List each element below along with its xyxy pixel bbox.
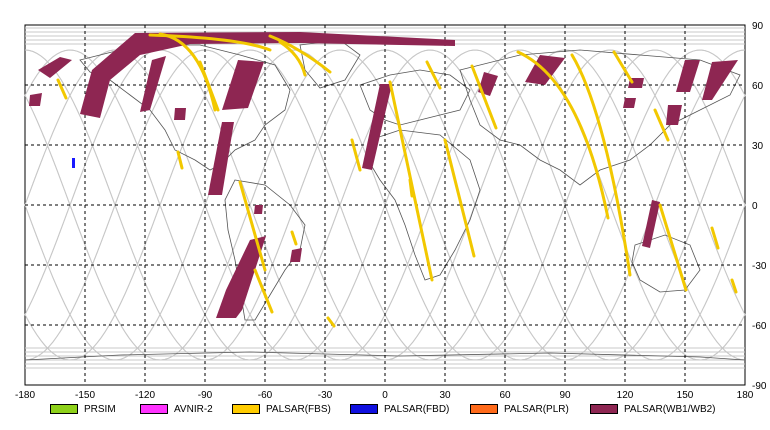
lat-tick-label: 0: [752, 201, 758, 212]
wb-swath: [676, 60, 700, 92]
fbs-track: [253, 268, 274, 314]
fbs-track: [470, 64, 498, 130]
longitude-tick-labels: -180 -150 -120 -90 -60 -30 0 30 60 90 120 150 180: [15, 390, 754, 401]
wb-swath: [290, 248, 302, 262]
asia-outline: [459, 49, 741, 186]
wb-swath: [254, 205, 263, 214]
legend-swatch: [590, 404, 618, 414]
legend-item-palsar-wb: PALSAR(WB1/WB2): [590, 402, 716, 416]
fbd-swath: [72, 158, 75, 168]
fbs-track: [268, 34, 332, 74]
lat-tick-label: -30: [752, 261, 767, 272]
wb-swath: [642, 200, 660, 248]
wb-swath: [362, 84, 392, 170]
legend-swatch: [470, 404, 498, 414]
fbs-track: [425, 60, 442, 90]
fbd-swaths: [72, 158, 75, 168]
wb-swath: [702, 60, 738, 100]
fbs-track: [148, 33, 272, 52]
antarctica-outline: [24, 351, 746, 361]
lon-tick-label: -60: [258, 390, 273, 401]
fbs-track: [290, 230, 298, 246]
wb-swath: [174, 108, 186, 120]
legend-swatch: [140, 404, 168, 414]
legend-label: AVNIR-2: [174, 403, 213, 415]
legend-item-palsar-fbs: PALSAR(FBS): [232, 402, 331, 416]
fbs-track: [710, 226, 720, 250]
legend: PRSIM AVNIR-2 PALSAR(FBS) PALSAR(FBD) PA…: [0, 402, 770, 420]
legend-swatch: [50, 404, 78, 414]
legend-item-palsar-plr: PALSAR(PLR): [470, 402, 569, 416]
wb-swaths: [29, 32, 738, 318]
lat-tick-label: 60: [752, 81, 764, 92]
fbs-track: [570, 53, 632, 277]
legend-label: PALSAR(FBS): [266, 403, 331, 415]
fbs-track: [658, 203, 688, 292]
fbs-track: [443, 138, 476, 258]
fbs-track: [388, 80, 434, 282]
lon-tick-label: -90: [198, 390, 213, 401]
wb-swath: [222, 60, 264, 110]
fbs-track: [612, 50, 634, 84]
lat-tick-label: -60: [752, 321, 767, 332]
wb-swath: [478, 72, 498, 96]
lon-tick-label: 30: [439, 390, 451, 401]
legend-label: PRSIM: [84, 403, 116, 415]
lon-tick-label: 150: [677, 390, 694, 401]
fbs-track: [730, 278, 738, 294]
fbs-tracks: [56, 32, 738, 328]
lat-tick-label: -90: [752, 381, 767, 392]
lon-tick-label: -30: [318, 390, 333, 401]
legend-label: PALSAR(WB1/WB2): [624, 403, 716, 415]
wb-swath: [623, 98, 636, 108]
lon-tick-label: 90: [559, 390, 571, 401]
legend-label: PALSAR(FBD): [384, 403, 450, 415]
wb-swath: [666, 105, 682, 125]
lon-tick-label: 120: [617, 390, 634, 401]
lat-tick-label: 30: [752, 141, 764, 152]
legend-swatch: [232, 404, 260, 414]
fbs-track: [278, 40, 307, 77]
legend-swatch: [350, 404, 378, 414]
fbs-track: [350, 138, 362, 172]
lat-tick-label: 90: [752, 21, 764, 32]
fbs-track: [653, 108, 670, 142]
africa-outline: [367, 129, 481, 281]
fbs-track: [56, 78, 68, 100]
lon-tick-label: -120: [135, 390, 155, 401]
wb-swath: [29, 93, 42, 106]
south-america-outline: [224, 179, 306, 321]
lon-tick-label: 180: [737, 390, 754, 401]
legend-item-prsim: PRSIM: [50, 402, 116, 416]
wb-swath: [216, 236, 266, 318]
lon-tick-label: -150: [75, 390, 95, 401]
legend-label: PALSAR(PLR): [504, 403, 569, 415]
wb-swath: [38, 57, 72, 78]
legend-item-palsar-fbd: PALSAR(FBD): [350, 402, 449, 416]
wb-swath: [208, 122, 234, 195]
wb-swath: [80, 32, 455, 118]
lon-tick-label: -180: [15, 390, 35, 401]
fbs-track: [176, 150, 184, 170]
lon-tick-label: 0: [382, 390, 388, 401]
lon-tick-label: 60: [499, 390, 511, 401]
fbs-track: [516, 50, 610, 220]
wb-swath: [140, 56, 166, 112]
fbs-track: [198, 60, 220, 112]
latitude-tick-labels: 90 60 30 0 -30 -60 -90: [752, 21, 767, 392]
fbs-track: [238, 180, 267, 272]
north-america-outline: [79, 44, 291, 171]
legend-item-avnir2: AVNIR-2: [140, 402, 213, 416]
fbs-track: [326, 316, 336, 328]
